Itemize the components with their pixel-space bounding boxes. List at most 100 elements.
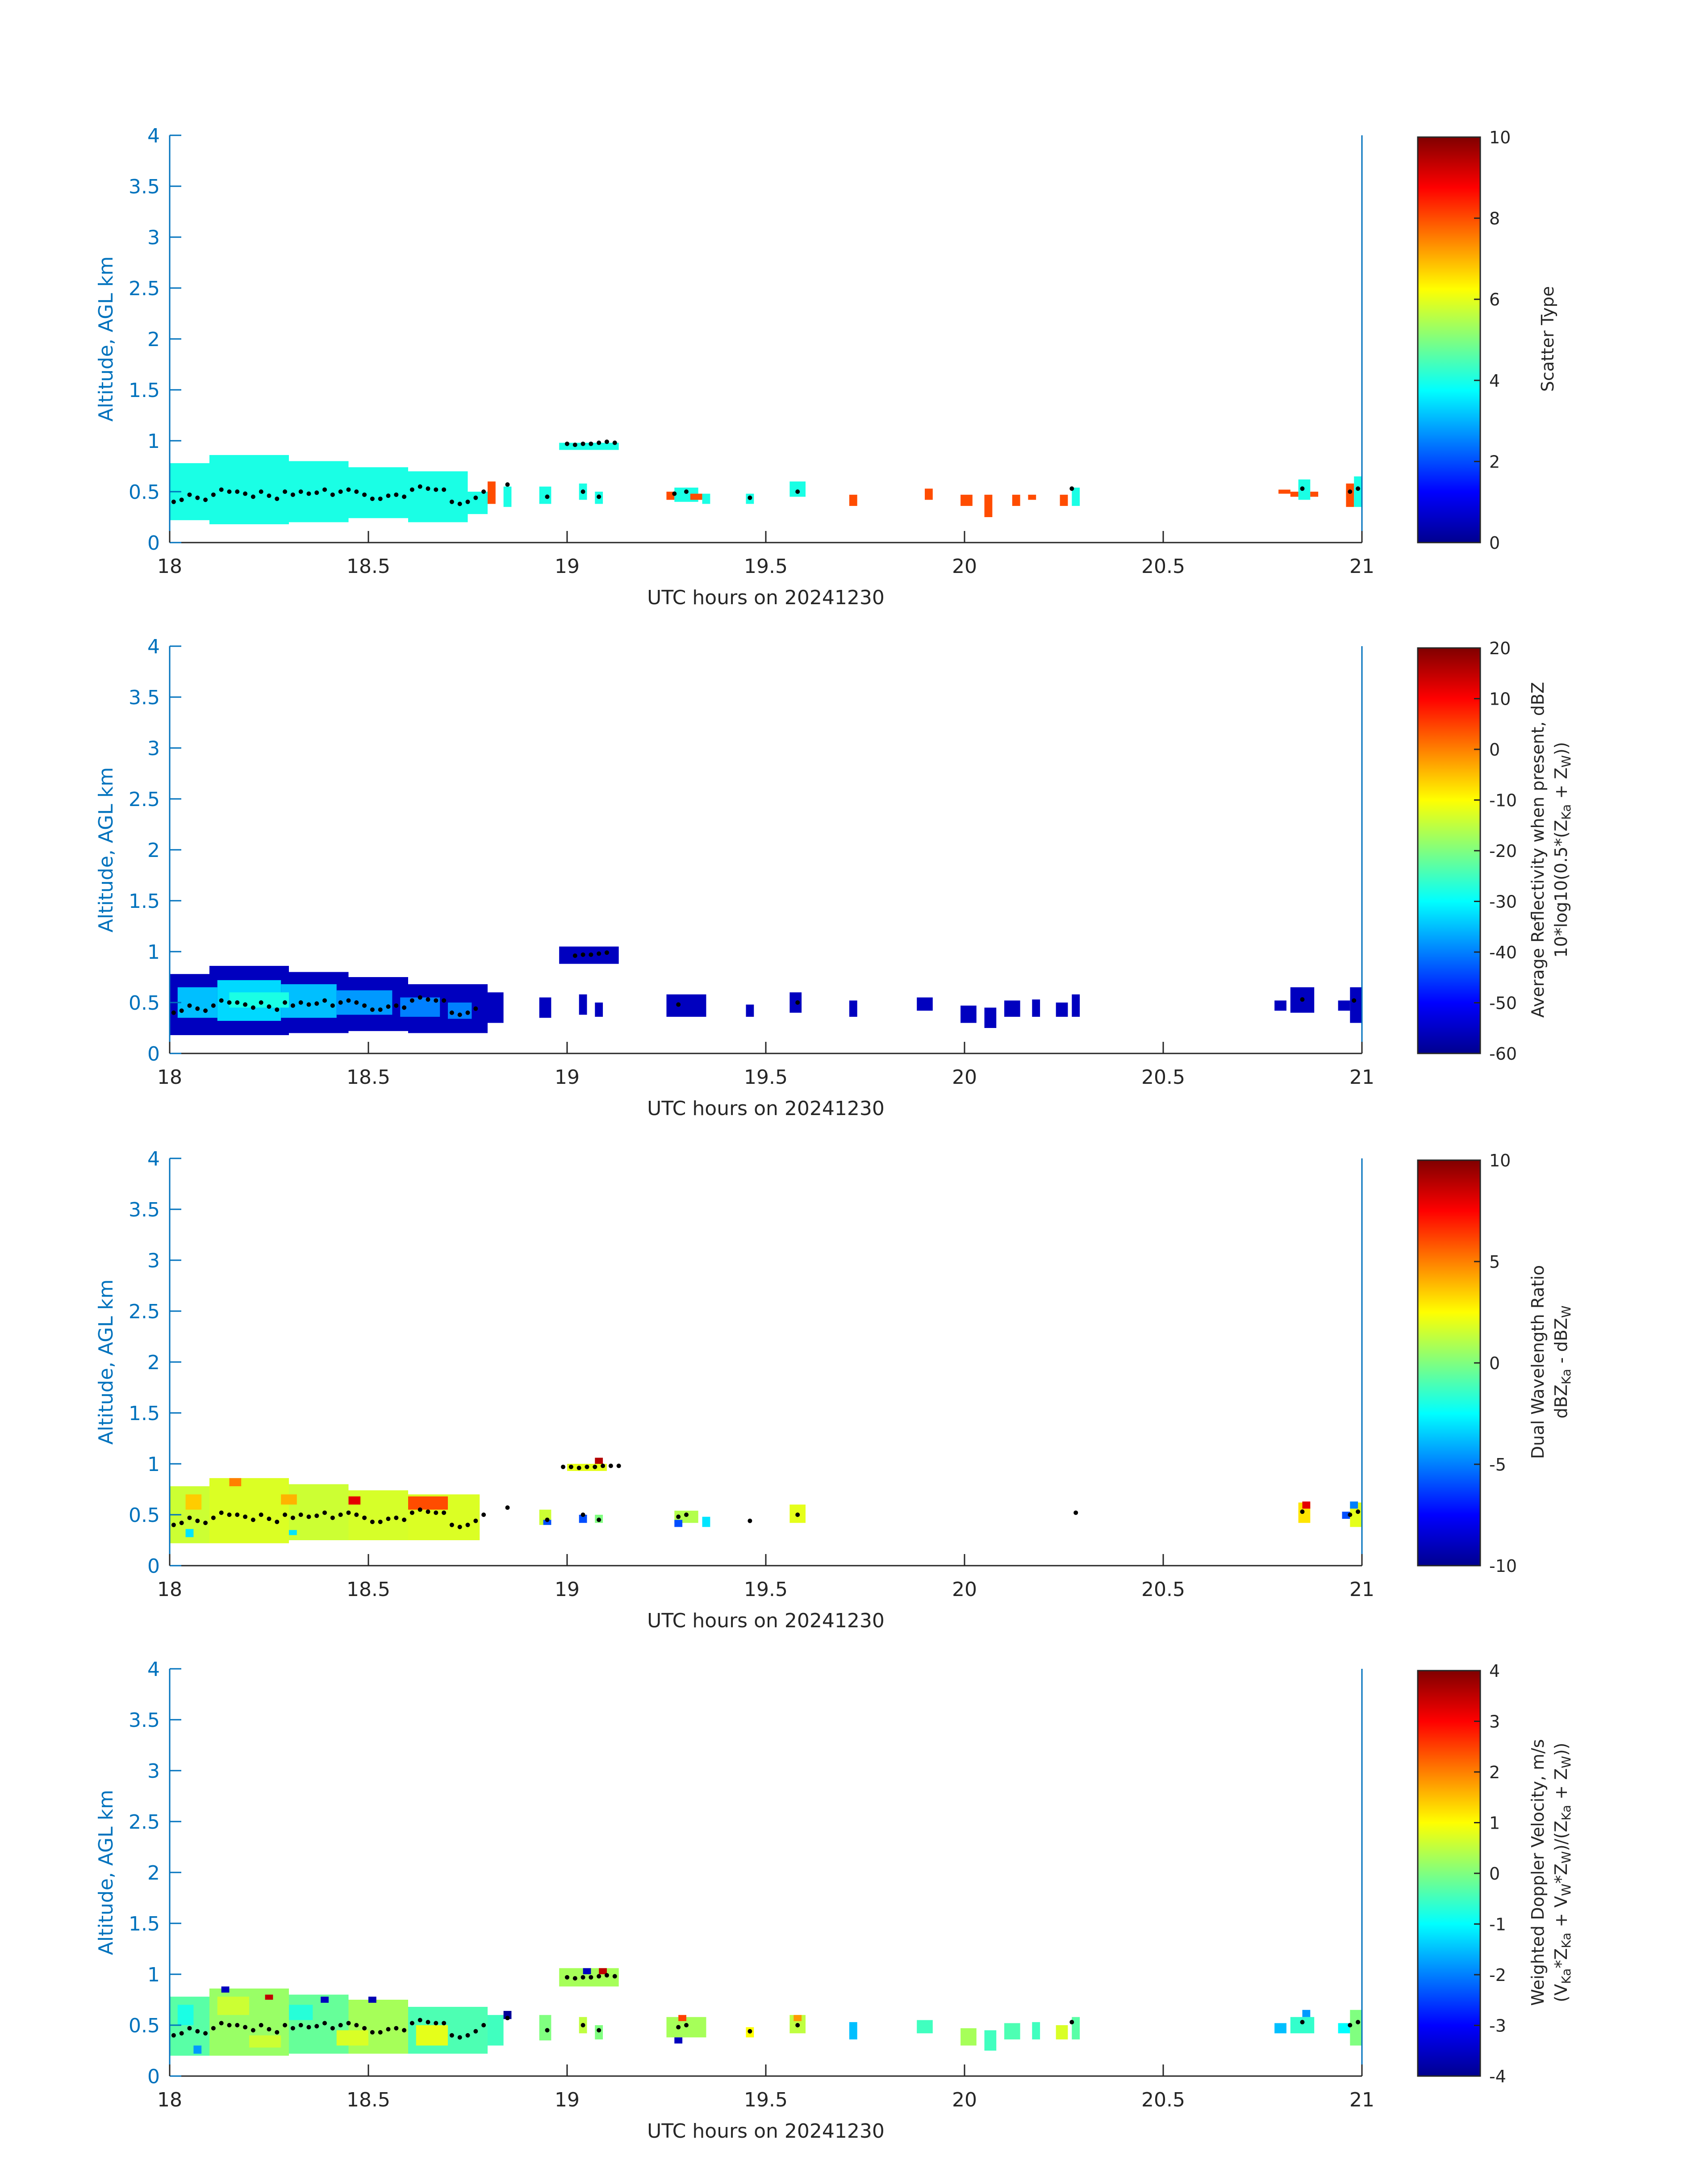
heatmap-cell	[1290, 492, 1299, 497]
marker-point	[580, 1975, 585, 1980]
marker-point	[306, 2025, 311, 2030]
colorbar-tick-label: 0	[1489, 533, 1500, 553]
heatmap-cell	[488, 2015, 504, 2046]
marker-point	[589, 441, 593, 446]
colorbar-tick-label: 0	[1489, 1864, 1500, 1884]
heatmap-cell	[793, 2015, 802, 2021]
marker-point	[684, 489, 689, 494]
marker-point	[1348, 2023, 1353, 2027]
marker-point	[605, 950, 609, 955]
marker-point	[457, 1525, 462, 1529]
colorbar-tick-label: 1	[1489, 1813, 1500, 1833]
y-tick-label: 0.5	[129, 1504, 160, 1527]
marker-point	[338, 1513, 343, 1517]
marker-point	[545, 2028, 550, 2033]
marker-point	[195, 1518, 200, 1523]
heatmap-cell	[702, 493, 710, 504]
heatmap-cell	[595, 1003, 603, 1017]
formula-subscript: Ka	[1559, 804, 1574, 820]
marker-point	[605, 1973, 609, 1978]
marker-point	[426, 1509, 430, 1514]
marker-point	[612, 1974, 617, 1979]
colorbar-tick-label: -10	[1489, 1556, 1517, 1576]
heatmap-cell	[674, 2037, 683, 2044]
marker-point	[1352, 998, 1357, 1003]
marker-point	[505, 2016, 510, 2021]
marker-point	[580, 1513, 585, 1517]
x-tick-label: 18	[157, 1578, 182, 1601]
marker-point	[580, 952, 585, 957]
y-tick-label: 4	[147, 635, 160, 658]
marker-point	[434, 998, 438, 1003]
marker-point	[171, 499, 176, 504]
y-tick-label: 3.5	[129, 686, 160, 709]
y-tick-label: 2	[147, 1862, 160, 1885]
heatmap-cell	[281, 1494, 297, 1505]
marker-point	[203, 497, 208, 502]
y-tick-label: 2.5	[129, 1300, 160, 1323]
heatmap-cell	[336, 990, 393, 1015]
colorbar-tick-label: 10	[1489, 128, 1511, 147]
marker-point	[195, 2029, 200, 2034]
marker-point	[203, 1521, 208, 1525]
marker-point	[1356, 2020, 1361, 2025]
colorbar-tick-label: -60	[1489, 1044, 1517, 1064]
heatmap-cell	[217, 1997, 249, 2015]
marker-point	[1348, 1513, 1353, 1517]
formula-text: *Z	[1551, 1948, 1571, 1968]
marker-point	[473, 2029, 478, 2034]
heatmap-cell	[849, 2022, 857, 2039]
marker-point	[203, 1008, 208, 1013]
marker-point	[386, 1517, 391, 1521]
heatmap-cell	[917, 997, 933, 1011]
marker-point	[481, 2023, 486, 2027]
x-tick-label: 18	[157, 2089, 182, 2111]
heatmap-cell	[1346, 483, 1354, 507]
heatmap-cell	[1350, 1501, 1358, 1509]
colorbar-tick-label: 4	[1489, 371, 1500, 391]
formula-text: )/(Z	[1551, 1821, 1571, 1851]
marker-point	[267, 493, 271, 498]
marker-point	[267, 1004, 271, 1009]
marker-point	[243, 1514, 248, 1519]
marker-point	[473, 495, 478, 500]
x-tick-label: 19.5	[744, 2089, 788, 2111]
heatmap-cell	[678, 2015, 686, 2021]
marker-point	[434, 487, 438, 492]
y-tick-label: 1.5	[129, 890, 160, 913]
heatmap-cell	[1354, 476, 1362, 507]
marker-point	[330, 2026, 335, 2031]
panel-3: 0 0.5 1 1.5 2 2.5 3 3.5 4 18 18.5 19 19.5 20 20.5 21 UTC…	[95, 1148, 1574, 1632]
heatmap-cell	[289, 1530, 297, 1535]
heatmap-cell	[400, 997, 440, 1017]
marker-point	[505, 482, 510, 487]
colorbar-tick-label: 0	[1489, 740, 1500, 760]
marker-point	[211, 1003, 216, 1008]
marker-point	[314, 1513, 319, 1518]
marker-point	[290, 1515, 295, 1520]
heatmap-cell	[1310, 492, 1319, 497]
heatmap-cell	[849, 1000, 857, 1017]
marker-point	[290, 1003, 295, 1008]
marker-point	[362, 2026, 367, 2031]
heatmap-cell	[503, 486, 512, 507]
marker-point	[748, 495, 752, 500]
x-tick-label: 20	[952, 2089, 977, 2111]
y-tick-label: 3.5	[129, 1709, 160, 1732]
heatmap-cell	[1278, 489, 1290, 494]
marker-point	[672, 491, 677, 496]
marker-point	[235, 1000, 240, 1005]
marker-point	[338, 489, 343, 494]
marker-point	[402, 1005, 407, 1010]
heatmap-cell	[579, 1515, 587, 1523]
marker-point	[605, 439, 609, 444]
heatmap-cell	[579, 994, 587, 1015]
colorbar-tick-label: 20	[1489, 639, 1511, 658]
y-tick-label: 1.5	[129, 1402, 160, 1425]
heatmap-cell	[539, 997, 551, 1018]
marker-point	[259, 489, 263, 494]
heatmap-cell	[960, 1005, 977, 1023]
marker-point	[283, 489, 288, 494]
heatmap-cell	[746, 1004, 754, 1017]
marker-point	[402, 494, 407, 499]
